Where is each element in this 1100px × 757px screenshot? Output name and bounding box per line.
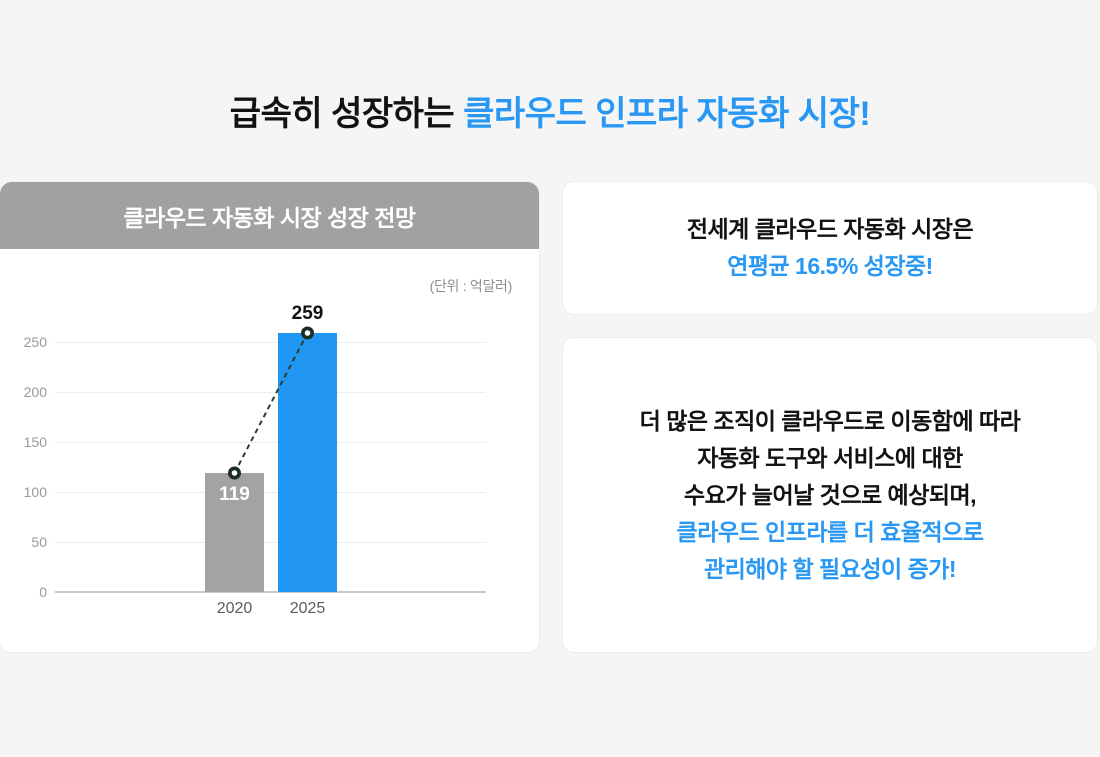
unit-label: (단위 : 억달러) xyxy=(429,278,513,294)
bar-chart: (단위 : 억달러) 0 50 100 150 200 250 119 2020 259 2025 xyxy=(0,249,539,652)
chart-card-header: 클라우드 자동화 시장 성장 전망 xyxy=(0,182,539,249)
info-line-highlight: 관리해야 할 필요성이 증가! xyxy=(703,555,957,582)
page-title-blue: 클라우드 인프라 자동화 시장! xyxy=(463,95,871,133)
grid-line xyxy=(55,492,486,493)
bar-2025 xyxy=(278,333,337,592)
chart-card: 클라우드 자동화 시장 성장 전망 (단위 : 억달러) 0 50 100 150 20… xyxy=(0,181,540,653)
info-line: 전세계 클라우드 자동화 시장은 xyxy=(686,216,974,242)
grid-line xyxy=(55,442,486,443)
y-tick-label: 250 xyxy=(23,334,47,350)
grid-line xyxy=(55,342,486,343)
value-label-2025: 259 xyxy=(291,303,324,324)
x-tick-label-2020: 2020 xyxy=(216,600,253,617)
page-title: 급속히 성장하는 클라우드 인프라 자동화 시장! xyxy=(0,86,1100,135)
y-tick-label: 0 xyxy=(39,584,47,600)
info-line: 자동화 도구와 서비스에 대한 xyxy=(697,444,963,471)
y-tick-label: 100 xyxy=(23,484,47,500)
x-tick-label-2025: 2025 xyxy=(289,600,326,617)
info-line-highlight: 연평균 16.5% 성장중! xyxy=(727,253,933,279)
y-tick-label: 150 xyxy=(23,434,47,450)
info-card-demand: 더 많은 조직이 클라우드로 이동함에 따라 자동화 도구와 서비스에 대한 수… xyxy=(562,337,1098,653)
info-line-highlight: 클라우드 인프라를 더 효율적으로 xyxy=(676,518,984,545)
info-line: 더 많은 조직이 클라우드로 이동함에 따라 xyxy=(639,407,1021,434)
bar-2020 xyxy=(205,473,264,592)
y-tick-label: 50 xyxy=(31,534,47,550)
grid-line xyxy=(55,542,486,543)
grid-line xyxy=(55,392,486,393)
x-axis-line xyxy=(55,591,486,593)
info-line: 수요가 늘어날 것으로 예상되며, xyxy=(683,481,977,508)
chart-card-header-label: 클라우드 자동화 시장 성장 전망 xyxy=(123,204,416,231)
page-title-black: 급속히 성장하는 xyxy=(229,95,464,133)
value-label-2020: 119 xyxy=(219,484,250,505)
info-card-growth-rate: 전세계 클라우드 자동화 시장은 연평균 16.5% 성장중! xyxy=(562,181,1098,315)
y-tick-label: 200 xyxy=(23,384,47,400)
